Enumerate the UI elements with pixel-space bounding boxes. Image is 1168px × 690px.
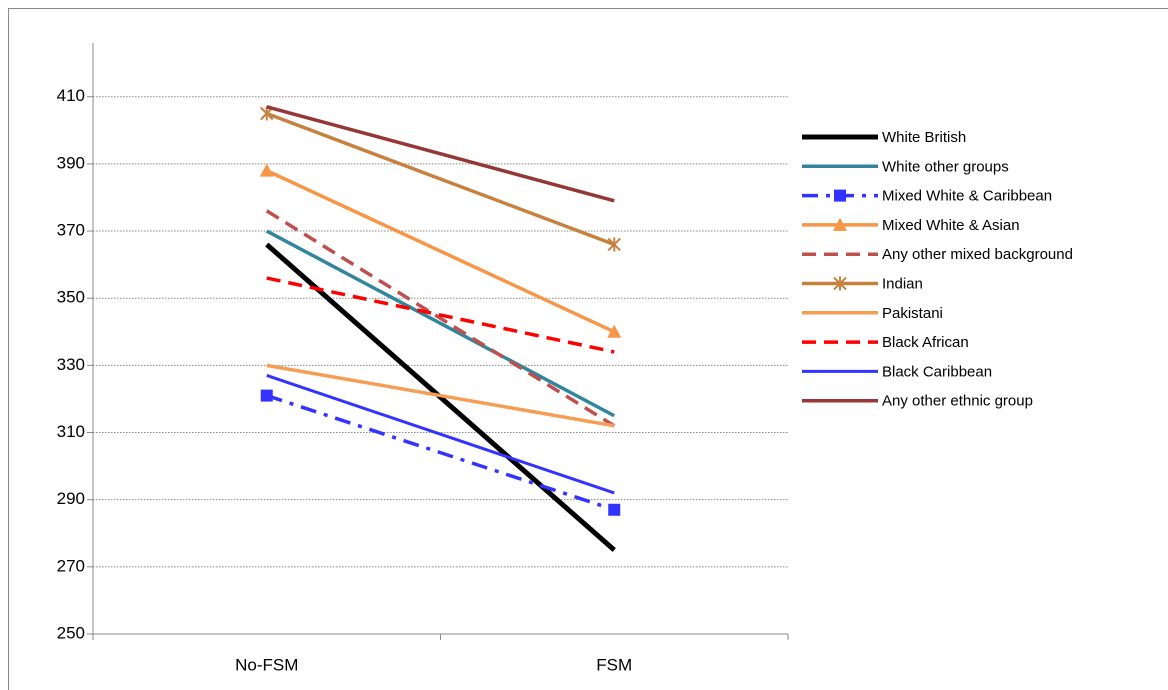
legend-label: Mixed White & Asian	[882, 217, 1020, 234]
y-tick-label: 370	[57, 221, 85, 240]
y-tick-label: 390	[57, 153, 85, 172]
legend-label: Black Caribbean	[882, 363, 992, 380]
series-line	[266, 393, 615, 512]
series-line	[266, 374, 615, 495]
y-tick-label: 250	[57, 623, 85, 642]
legend-label: Any other ethnic group	[882, 393, 1033, 410]
x-tick-label: FSM	[596, 655, 632, 674]
series-line	[266, 276, 615, 354]
data-point	[607, 324, 622, 338]
legend-label: White British	[882, 129, 966, 146]
y-tick-label: 270	[57, 556, 85, 575]
y-tick-label: 310	[57, 422, 85, 441]
y-tick-label: 410	[57, 86, 85, 105]
y-tick-label: 330	[57, 355, 85, 374]
legend-marker	[833, 217, 847, 231]
legend-label: Pakistani	[882, 305, 943, 322]
legend-marker	[834, 189, 846, 202]
series-line	[266, 111, 615, 247]
series-line	[266, 363, 615, 428]
y-tick-label: 350	[57, 288, 85, 307]
legend-label: Black African	[882, 334, 969, 351]
series-line	[266, 105, 615, 203]
legend-marker	[833, 276, 847, 291]
series-line	[265, 209, 616, 428]
y-tick-label: 290	[57, 489, 85, 508]
data-point	[607, 237, 621, 252]
legend-label: Mixed White & Caribbean	[882, 188, 1052, 205]
x-tick-label: No-FSM	[235, 655, 298, 674]
legend-label: Indian	[882, 275, 923, 292]
data-point	[259, 163, 274, 177]
data-point	[608, 503, 621, 516]
legend-label: White other groups	[882, 158, 1009, 175]
series-line	[265, 229, 616, 418]
data-point	[260, 389, 273, 402]
legend-label: Any other mixed background	[882, 246, 1073, 263]
series-line	[266, 169, 615, 334]
chart-frame	[8, 8, 1168, 690]
